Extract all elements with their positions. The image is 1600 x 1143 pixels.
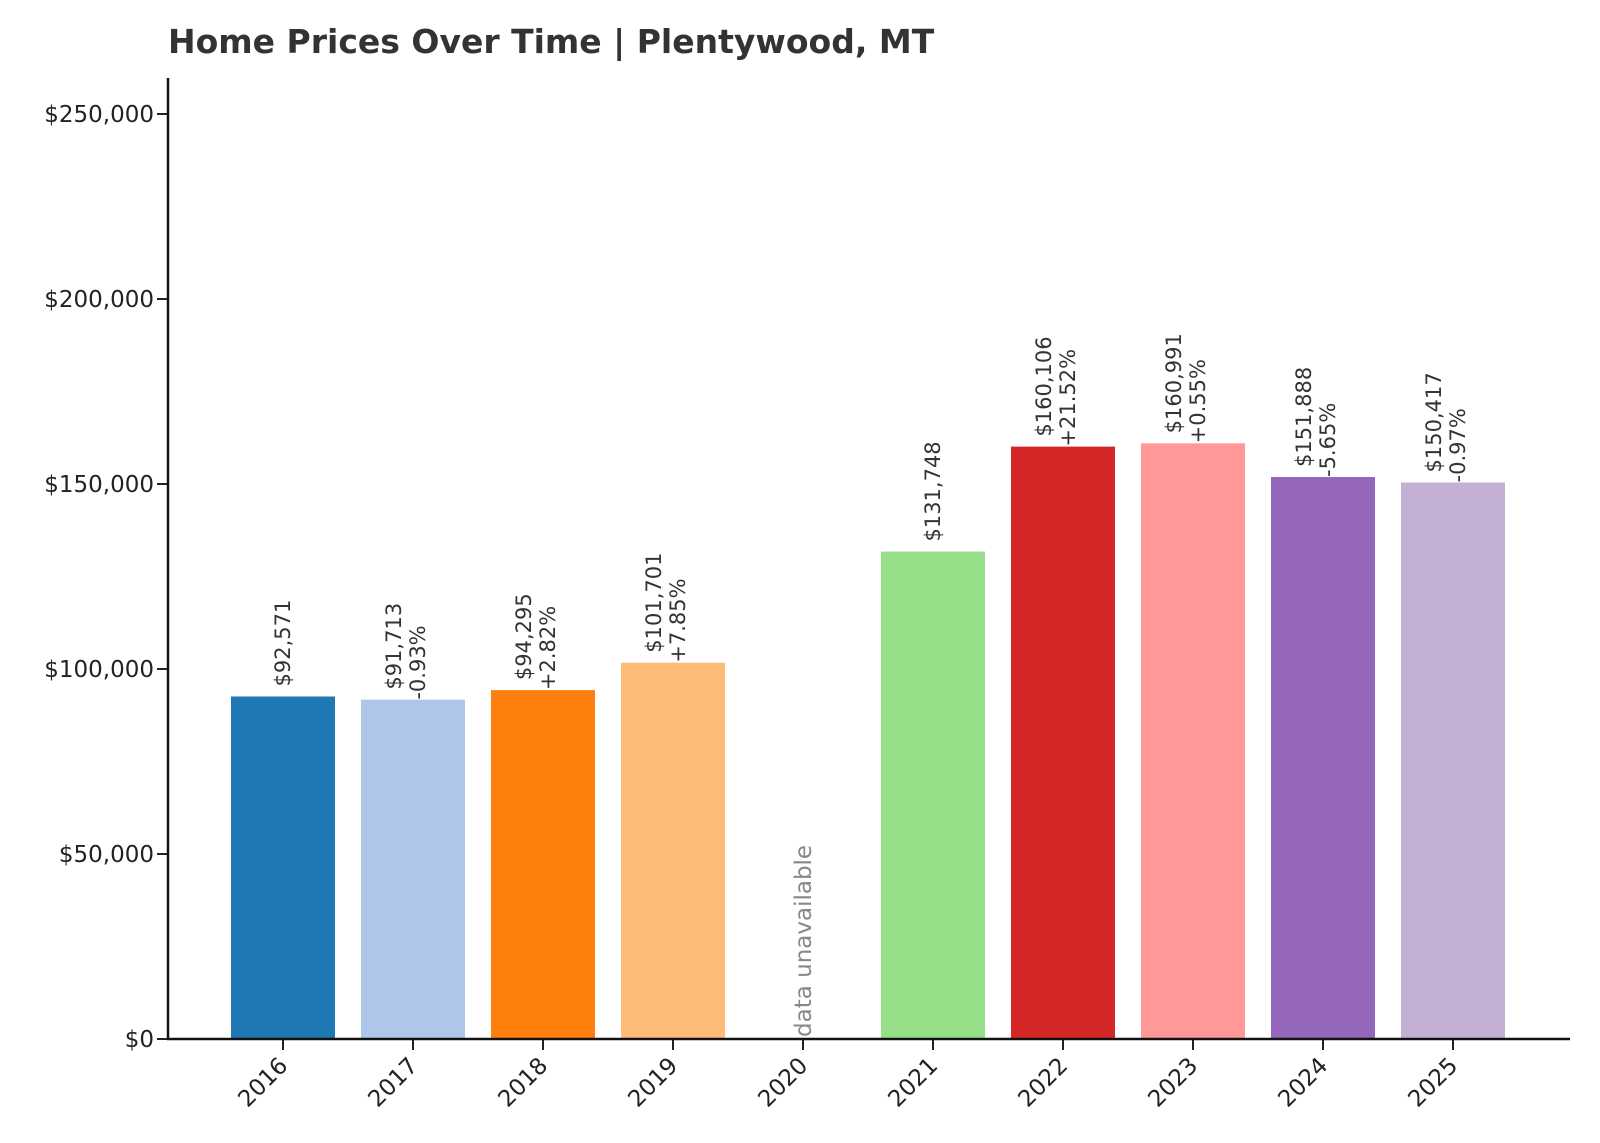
x-tick-label-2023: 2023 — [1143, 1053, 1203, 1113]
bar-2023 — [1141, 443, 1245, 1039]
x-tick-label-2020: 2020 — [753, 1053, 813, 1113]
chart-title: Home Prices Over Time | Plentywood, MT — [168, 22, 935, 61]
bar-value-label-2017: $91,713 — [382, 603, 406, 690]
bar-2024 — [1271, 477, 1375, 1039]
bar-change-label-2023: +0.55% — [1186, 359, 1210, 443]
bar-2017 — [361, 699, 465, 1039]
bar-value-label-2021: $131,748 — [921, 441, 945, 541]
bar-value-label-2022: $160,106 — [1032, 336, 1056, 436]
bar-value-label-2023: $160,991 — [1162, 333, 1186, 433]
bar-change-label-2019: +7.85% — [666, 578, 690, 662]
y-tick-label-0: $0 — [125, 1027, 154, 1053]
bar-2019 — [621, 662, 725, 1039]
bar-2016 — [231, 696, 335, 1039]
bar-2018 — [491, 690, 595, 1039]
x-tick-label-2025: 2025 — [1403, 1053, 1463, 1113]
bar-change-label-2022: +21.52% — [1056, 349, 1080, 447]
y-tick-label-250000: $250,000 — [44, 102, 154, 128]
bar-value-label-2019: $101,701 — [642, 553, 666, 653]
bar-2021 — [881, 551, 985, 1039]
bar-value-label-2018: $94,295 — [512, 593, 536, 680]
x-tick-label-2018: 2018 — [493, 1053, 553, 1113]
x-tick-label-2024: 2024 — [1273, 1053, 1333, 1113]
x-tick-label-2019: 2019 — [623, 1053, 683, 1113]
bar-value-label-2016: $92,571 — [271, 600, 295, 687]
y-tick-label-200000: $200,000 — [44, 287, 154, 313]
bar-labels-layer: $92,571 $91,713 -0.93% $94,295 +2.82% $101,70… — [271, 333, 1470, 1037]
x-tick-label-2017: 2017 — [363, 1053, 423, 1113]
bar-change-label-2018: +2.82% — [536, 606, 560, 690]
missing-data-label-2020: data unavailable — [791, 845, 817, 1037]
y-tick-label-50000: $50,000 — [59, 842, 154, 868]
bar-2022 — [1011, 446, 1115, 1039]
y-tick-label-150000: $150,000 — [44, 472, 154, 498]
bar-change-label-2017: -0.93% — [406, 625, 430, 699]
x-tick-label-2016: 2016 — [233, 1053, 293, 1113]
x-tick-label-2021: 2021 — [883, 1053, 943, 1113]
bar-2025 — [1401, 482, 1505, 1039]
bars-layer — [231, 443, 1505, 1039]
bar-change-label-2024: -5.65% — [1316, 403, 1340, 477]
bar-value-label-2025: $150,417 — [1422, 372, 1446, 472]
y-tick-label-100000: $100,000 — [44, 657, 154, 683]
bar-change-label-2025: -0.97% — [1446, 408, 1470, 482]
bar-value-label-2024: $151,888 — [1292, 367, 1316, 467]
x-tick-label-2022: 2022 — [1013, 1053, 1073, 1113]
